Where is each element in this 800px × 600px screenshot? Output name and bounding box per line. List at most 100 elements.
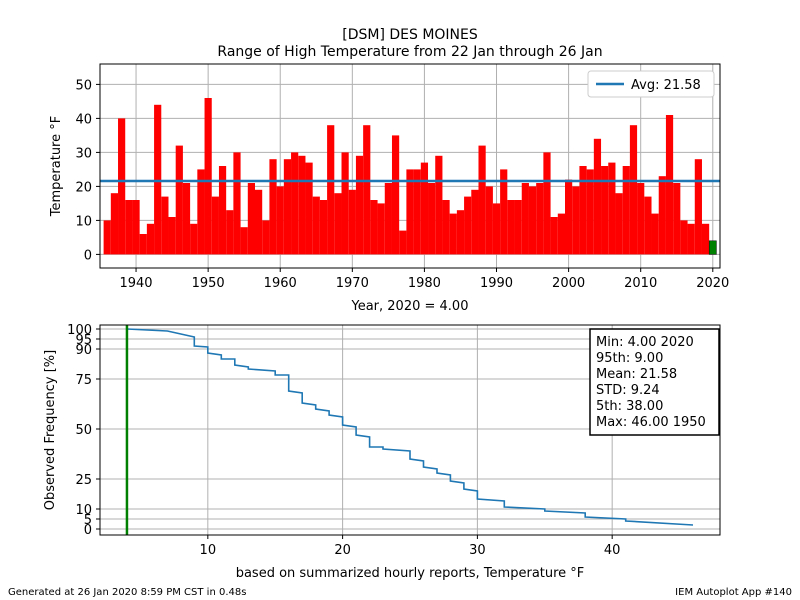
top-xtick-label: 2000	[552, 276, 585, 291]
bar	[139, 234, 147, 255]
bar	[168, 217, 176, 255]
bar	[507, 200, 515, 255]
bottom-ytick-label: 25	[75, 473, 92, 488]
bar	[615, 193, 623, 255]
top-xtick-label: 1970	[336, 276, 369, 291]
top-ytick-label: 50	[75, 78, 92, 93]
bar	[218, 166, 227, 255]
top-ytick-label: 20	[75, 180, 92, 195]
bar	[276, 186, 284, 255]
bar	[384, 183, 392, 255]
bar	[622, 166, 630, 255]
bar	[665, 115, 674, 255]
bar	[658, 176, 666, 255]
bottom-ytick-label: 5	[84, 513, 92, 528]
bottom-ytick-label: 95	[75, 333, 92, 348]
bottom-xtick-label: 10	[200, 543, 217, 558]
bottom-axes-frame	[99, 324, 721, 536]
bottom-ytick-label: 75	[75, 373, 92, 388]
bar	[701, 223, 710, 255]
bar	[125, 200, 133, 255]
bar	[118, 118, 126, 255]
bar	[334, 193, 342, 255]
top-yticks: 0 10 20 30 40 50	[75, 78, 100, 263]
bar	[651, 213, 659, 255]
bar	[391, 135, 400, 255]
bar	[262, 220, 270, 255]
title-line2: Range of High Temperature from 22 Jan th…	[217, 44, 602, 60]
bar	[449, 213, 457, 255]
bottom-ytick-label: 10	[75, 503, 92, 518]
stats-mean: Mean: 21.58	[596, 367, 677, 382]
bar	[370, 200, 378, 255]
bar	[500, 169, 508, 255]
bottom-xtick-label: 30	[469, 543, 486, 558]
bar	[644, 196, 652, 255]
top-xtick-label: 1950	[192, 276, 225, 291]
top-xtick-label: 2010	[624, 276, 657, 291]
bar	[593, 138, 602, 255]
stats-p95: 95th: 9.00	[596, 351, 663, 366]
bar	[478, 145, 486, 255]
bar	[233, 152, 241, 255]
bar	[428, 183, 436, 255]
bar	[550, 217, 558, 255]
bottom-xticks: 10 20 30 40	[200, 535, 621, 558]
bar	[211, 196, 219, 255]
bar	[637, 183, 645, 255]
bar	[269, 159, 277, 255]
bar	[456, 210, 465, 255]
legend: Avg: 21.58	[587, 70, 715, 98]
stats-max: Max: 46.00 1950	[596, 415, 706, 430]
bar	[146, 223, 155, 255]
bar	[305, 162, 313, 255]
bar	[182, 183, 191, 255]
bottom-ytick-label: 50	[75, 423, 92, 438]
top-ytick-label: 30	[75, 146, 92, 161]
title-line1: [DSM] DES MOINES	[342, 27, 478, 43]
bar	[572, 186, 580, 255]
bar	[601, 166, 609, 255]
top-xtick-label: 1960	[264, 276, 297, 291]
bar	[190, 223, 198, 255]
top-bars	[103, 98, 717, 255]
bar	[197, 169, 205, 255]
top-xticks: 1940 1950 1960 1970 1980 1990 2000 2010 2020	[119, 268, 729, 291]
stats-std: STD: 9.24	[596, 383, 660, 398]
bar	[464, 196, 472, 255]
bar	[319, 200, 328, 255]
bar	[492, 203, 501, 255]
stats-box: Min: 4.00 2020 95th: 9.00 Mean: 21.58 ST…	[589, 328, 720, 436]
top-ytick-label: 40	[75, 112, 92, 127]
bar	[283, 159, 292, 255]
stats-min: Min: 4.00 2020	[596, 335, 694, 350]
bar	[161, 196, 169, 255]
bar	[565, 179, 573, 255]
bar	[435, 155, 443, 255]
bar	[629, 125, 638, 255]
legend-avg-label: Avg: 21.58	[631, 78, 701, 93]
bar	[586, 169, 594, 255]
top-xtick-label: 2020	[696, 276, 729, 291]
bar	[442, 200, 450, 255]
top-ytick-label: 0	[84, 248, 92, 263]
bar	[204, 98, 212, 255]
stats-box-frame	[589, 328, 720, 436]
bottom-xtick-label: 40	[604, 543, 621, 558]
bar	[485, 186, 493, 255]
bottom-ytick-label: 100	[67, 323, 92, 338]
bar	[406, 169, 414, 255]
top-xtick-label: 1940	[119, 276, 152, 291]
bar	[348, 189, 356, 255]
bar	[363, 125, 371, 255]
bar	[327, 125, 335, 255]
bar	[247, 183, 255, 255]
bar	[687, 223, 695, 255]
bar	[413, 169, 421, 255]
bar	[399, 230, 407, 255]
bar	[291, 152, 299, 255]
legend-box	[587, 70, 715, 98]
bar-current-year	[708, 240, 717, 255]
bar	[420, 162, 429, 255]
